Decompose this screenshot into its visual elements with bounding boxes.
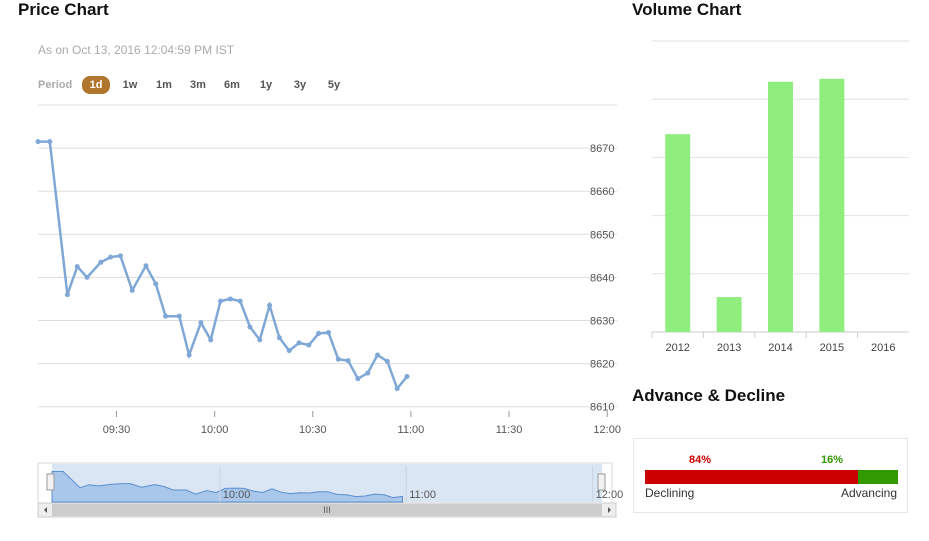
declining-label: Declining (645, 486, 695, 500)
price-y-tick-label: 8620 (590, 359, 614, 371)
advancing-percent: 16% (821, 454, 844, 466)
price-x-tick-label: 10:30 (299, 424, 327, 436)
price-x-tick-label: 10:00 (201, 424, 229, 436)
navigator-left-handle[interactable] (46, 473, 55, 491)
navigator-series-area (51, 471, 403, 503)
price-data-point (108, 254, 114, 260)
price-data-point (394, 386, 400, 392)
price-data-point (64, 292, 70, 298)
price-data-point (355, 376, 361, 382)
period-button-5y[interactable]: 5y (327, 79, 341, 91)
price-data-point (35, 139, 41, 145)
scroll-left-arrow-icon[interactable] (44, 507, 47, 513)
price-data-point (325, 330, 331, 336)
volume-chart-title: Volume Chart (632, 0, 742, 19)
price-y-tick-label: 8610 (590, 402, 614, 414)
period-button-3y[interactable]: 3y (293, 79, 307, 91)
price-data-point (257, 337, 263, 343)
price-data-point (404, 374, 410, 380)
price-series-line (38, 140, 408, 392)
volume-chart-plot: 2012 2013 2014 2015 2016 (651, 40, 909, 354)
price-data-point (306, 342, 312, 348)
period-button-1y[interactable]: 1y (259, 79, 273, 91)
volume-bar-2012 (665, 134, 691, 332)
volume-bar-2015 (819, 78, 845, 332)
declining-bar (645, 470, 858, 484)
advancing-bar (857, 470, 898, 484)
period-label: Period (38, 79, 73, 91)
price-data-point (74, 264, 80, 270)
navigator-right-handle[interactable] (597, 473, 606, 491)
price-y-tick-label: 8670 (590, 143, 614, 155)
price-y-tick-label: 8660 (590, 186, 614, 198)
price-chart-plot: 8670 8660 8650 8640 8630 8620 8610 09:30 10:00 1… (35, 104, 624, 518)
price-y-tick-label: 8650 (590, 229, 614, 241)
price-y-tick-label: 8630 (590, 315, 614, 327)
navigator-time-label: 11:00 (409, 489, 436, 501)
advance-decline-panel: 84% 16% Declining Advancing (633, 438, 908, 513)
advance-decline-title: Advance & Decline (632, 386, 786, 405)
price-data-point (176, 313, 182, 319)
price-data-point (375, 352, 381, 358)
price-data-point (247, 324, 253, 330)
price-chart-title: Price Chart (18, 0, 109, 19)
price-x-tick-label: 11:30 (496, 424, 523, 436)
price-data-point (163, 313, 169, 319)
price-data-point (365, 370, 371, 376)
volume-x-label: 2013 (717, 342, 741, 354)
price-data-point (186, 352, 192, 358)
volume-x-label: 2015 (820, 342, 844, 354)
price-data-point (267, 302, 273, 308)
navigator-time-label: 12:00 (596, 489, 624, 501)
volume-x-label: 2016 (871, 342, 895, 354)
price-data-point (153, 281, 159, 287)
price-data-point (286, 348, 292, 354)
as-on-timestamp: As on Oct 13, 2016 12:04:59 PM IST (38, 43, 235, 57)
volume-bar-2013 (716, 297, 742, 332)
price-data-point (47, 139, 53, 145)
price-data-point (98, 259, 104, 265)
price-data-point (208, 337, 214, 343)
price-data-point (237, 298, 243, 304)
price-data-point (227, 296, 233, 302)
volume-x-label: 2012 (665, 342, 689, 354)
volume-bar-2014 (768, 81, 793, 333)
price-data-point (84, 274, 90, 280)
period-button-3m[interactable]: 3m (190, 79, 206, 91)
price-data-point (316, 330, 322, 336)
price-data-point (143, 263, 149, 269)
advancing-label: Advancing (840, 486, 897, 500)
price-y-tick-label: 8640 (590, 272, 614, 284)
price-data-point (345, 358, 351, 364)
price-data-point (384, 358, 390, 364)
scrollbar-thumb[interactable] (52, 504, 602, 516)
volume-x-label: 2014 (768, 342, 792, 354)
declining-percent: 84% (689, 454, 712, 466)
price-data-point (218, 298, 224, 304)
period-button-1d[interactable]: 1d (82, 76, 110, 94)
price-data-point (276, 335, 282, 341)
navigator-time-label: 10:00 (223, 489, 251, 501)
period-button-1m[interactable]: 1m (156, 79, 172, 91)
price-x-tick-label: 11:00 (398, 424, 425, 436)
price-data-point (129, 287, 135, 293)
price-data-point (296, 340, 302, 346)
price-x-tick-label: 12:00 (593, 424, 621, 436)
scrollbar-grip: III (323, 505, 331, 515)
advance-decline-bar (645, 470, 898, 484)
scroll-right-arrow-icon[interactable] (608, 507, 611, 513)
price-data-point (117, 253, 123, 259)
period-button-6m[interactable]: 6m (224, 79, 240, 91)
price-x-tick-label: 09:30 (103, 424, 131, 436)
price-data-point (335, 356, 341, 362)
period-button-1w[interactable]: 1w (122, 79, 138, 91)
price-data-point (198, 320, 204, 326)
